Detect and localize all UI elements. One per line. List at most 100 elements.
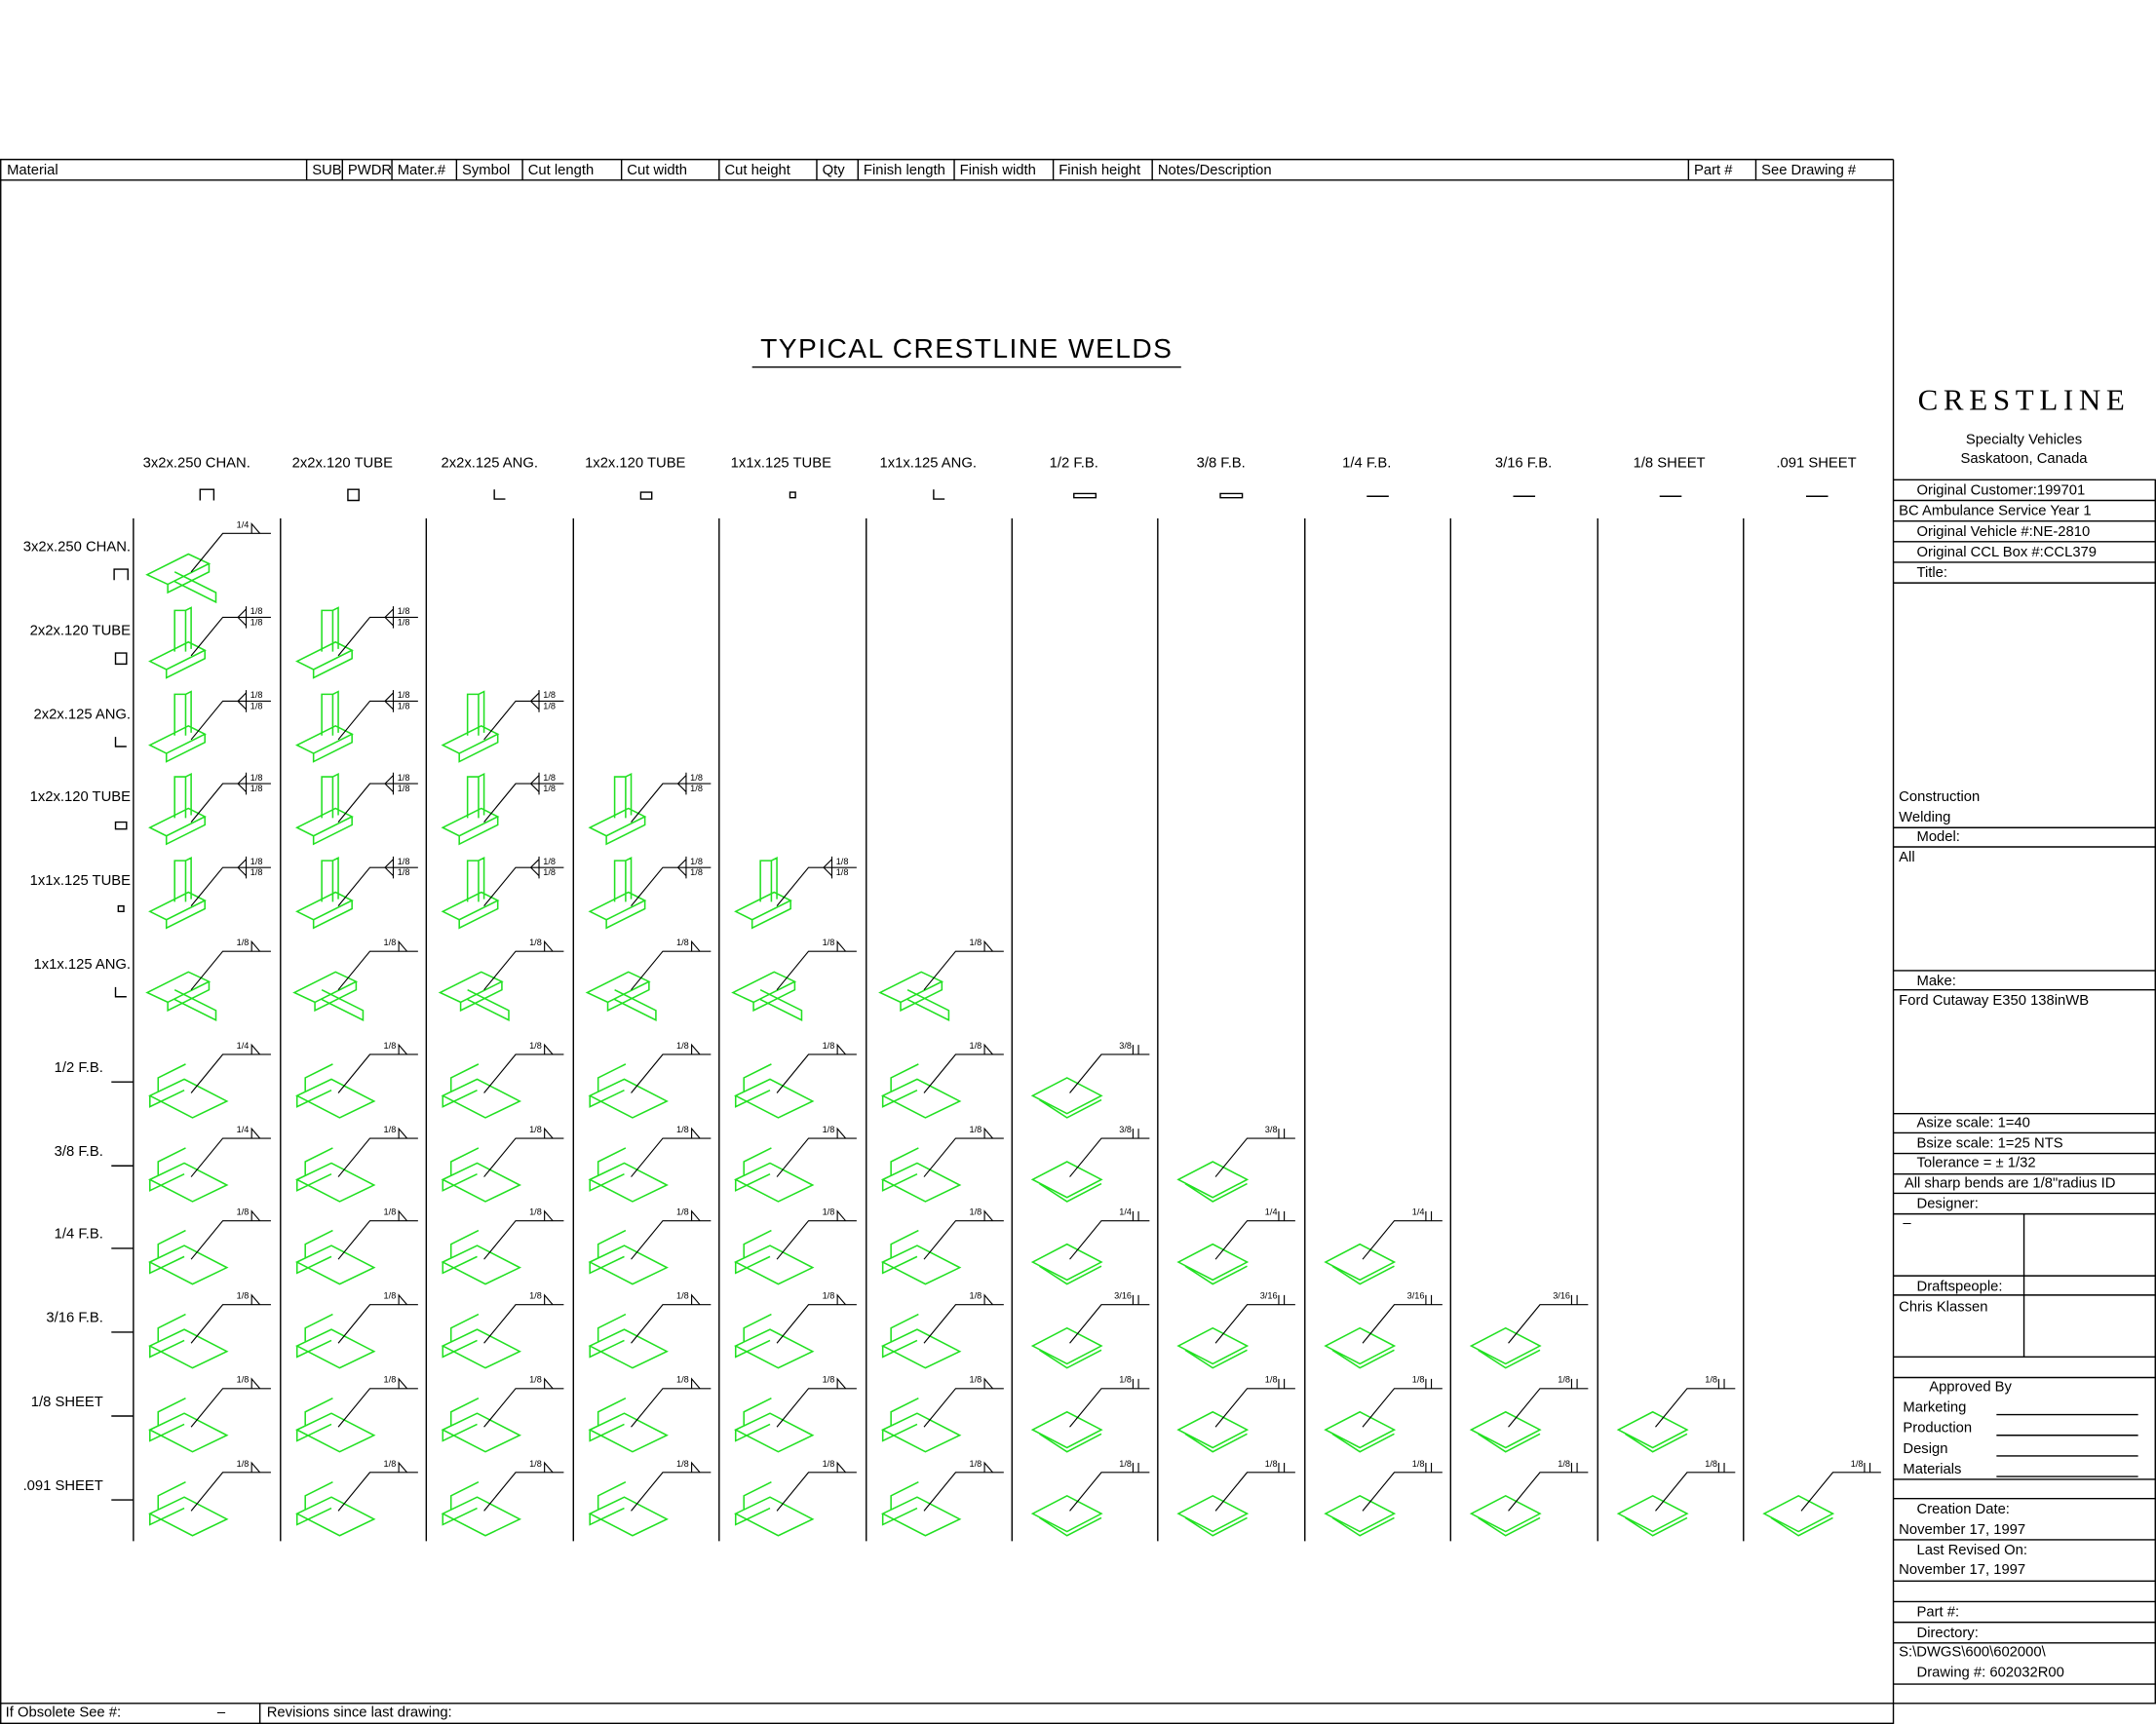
weld-symbol — [1132, 1210, 1139, 1221]
weld-sketch — [588, 1063, 669, 1119]
weld-size: 1/8 — [529, 1291, 542, 1301]
weld-size: 1/8 — [823, 1207, 835, 1217]
weld-sketch — [733, 1397, 815, 1453]
weld-symbol — [1278, 1129, 1286, 1139]
frame — [0, 158, 2156, 1724]
weld-size: 3/16 — [1260, 1291, 1278, 1301]
weld-sketch — [148, 1147, 229, 1203]
header-cell: Symbol — [462, 163, 510, 178]
weld-size: 1/8 — [823, 1041, 835, 1051]
row-symbol — [114, 652, 128, 666]
weld-leader — [776, 950, 857, 991]
weld-size: 1/4 — [1412, 1207, 1425, 1217]
weld-leader — [1362, 1472, 1443, 1512]
weld-size: 1/8 — [690, 867, 703, 877]
weld-sketch — [294, 690, 354, 763]
weld-symbol — [691, 1127, 701, 1139]
weld-sketch — [1176, 1326, 1250, 1369]
weld-sketch — [294, 857, 354, 930]
weld-leader — [923, 1472, 1004, 1512]
weld-leader — [190, 616, 271, 657]
header-cell: Cut length — [528, 163, 594, 178]
weld-sketch — [880, 1229, 962, 1285]
header-cell: Part # — [1694, 163, 1733, 178]
weld-leader — [1214, 1388, 1295, 1428]
weld-size: 1/8 — [1412, 1375, 1425, 1385]
weld-size: 1/8 — [398, 857, 410, 866]
weld-sketch — [585, 971, 657, 1021]
weld-flag — [384, 690, 395, 712]
profile-symbol — [933, 489, 945, 500]
weld-sketch — [294, 1147, 376, 1203]
profile-symbol — [639, 491, 653, 500]
weld-leader — [631, 950, 712, 991]
weld-leader — [483, 866, 564, 907]
weld-size: 1/8 — [237, 1291, 250, 1301]
title-block-text: Marketing — [1903, 1399, 1966, 1415]
weld-leader — [190, 783, 271, 823]
weld-flag — [384, 856, 395, 879]
weld-size: 1/8 — [250, 773, 263, 783]
weld-size: 1/8 — [237, 1459, 250, 1469]
weld-leader — [190, 1220, 271, 1260]
weld-symbol — [250, 1461, 261, 1474]
weld-size: 1/8 — [690, 857, 703, 866]
weld-size: 1/8 — [543, 867, 556, 877]
weld-size: 1/8 — [384, 1459, 397, 1469]
weld-sketch — [588, 1147, 669, 1203]
weld-leader — [190, 1054, 271, 1093]
weld-symbol — [836, 1461, 847, 1474]
weld-leader — [337, 616, 418, 657]
obsolete-value: – — [217, 1705, 226, 1721]
weld-leader — [631, 1388, 712, 1428]
profile-symbol — [347, 488, 360, 502]
title-block-text: Make: — [1917, 974, 1956, 989]
weld-symbol — [836, 1127, 847, 1139]
weld-sketch — [880, 1147, 962, 1203]
weld-sketch — [1176, 1243, 1250, 1285]
weld-leader — [923, 1054, 1004, 1093]
weld-sketch — [148, 857, 207, 930]
row-symbol — [114, 986, 127, 998]
title-block-text: Last Revised On: — [1917, 1543, 2028, 1558]
weld-symbol — [983, 1043, 993, 1055]
weld-symbol — [1278, 1294, 1286, 1305]
weld-leader — [1069, 1304, 1150, 1344]
weld-size: 1/8 — [970, 1291, 982, 1301]
weld-size: 1/8 — [823, 1291, 835, 1301]
weld-leader — [483, 950, 564, 991]
row-symbol — [114, 821, 128, 830]
weld-size: 1/8 — [676, 1125, 689, 1134]
weld-size: 1/8 — [237, 1375, 250, 1385]
header-cell: See Drawing # — [1761, 163, 1857, 178]
column-label: 1x1x.125 ANG. — [879, 455, 977, 471]
title-block-text: Original Customer:199701 — [1917, 483, 2086, 499]
title-block-text: Original Vehicle #:NE-2810 — [1917, 524, 2091, 540]
column-label: 2x2x.125 ANG. — [441, 455, 538, 471]
weld-size: 1/4 — [237, 519, 250, 529]
weld-symbol — [398, 1127, 408, 1139]
header-cell: Finish width — [960, 163, 1036, 178]
weld-size: 3/16 — [1553, 1291, 1570, 1301]
weld-size: 1/8 — [529, 1125, 542, 1134]
weld-leader — [337, 866, 418, 907]
weld-sketch — [441, 1481, 522, 1537]
weld-leader — [1362, 1304, 1443, 1344]
title-block-text: Bsize scale: 1=25 NTS — [1917, 1136, 2063, 1152]
weld-symbol — [250, 1293, 261, 1306]
weld-leader — [337, 700, 418, 741]
weld-size: 1/8 — [676, 1459, 689, 1469]
weld-size: 1/8 — [836, 857, 849, 866]
weld-symbol — [1132, 1294, 1139, 1305]
weld-symbol — [1132, 1045, 1139, 1054]
row-symbol — [114, 737, 127, 747]
weld-sketch — [148, 690, 207, 763]
weld-sketch — [733, 1481, 815, 1537]
weld-leader — [776, 1054, 857, 1093]
weld-sketch — [731, 971, 803, 1021]
weld-leader — [337, 1220, 418, 1260]
weld-sketch — [733, 1063, 815, 1119]
weld-size: 1/8 — [1851, 1459, 1864, 1469]
weld-size: 1/8 — [250, 690, 263, 700]
weld-symbol — [1570, 1294, 1578, 1305]
